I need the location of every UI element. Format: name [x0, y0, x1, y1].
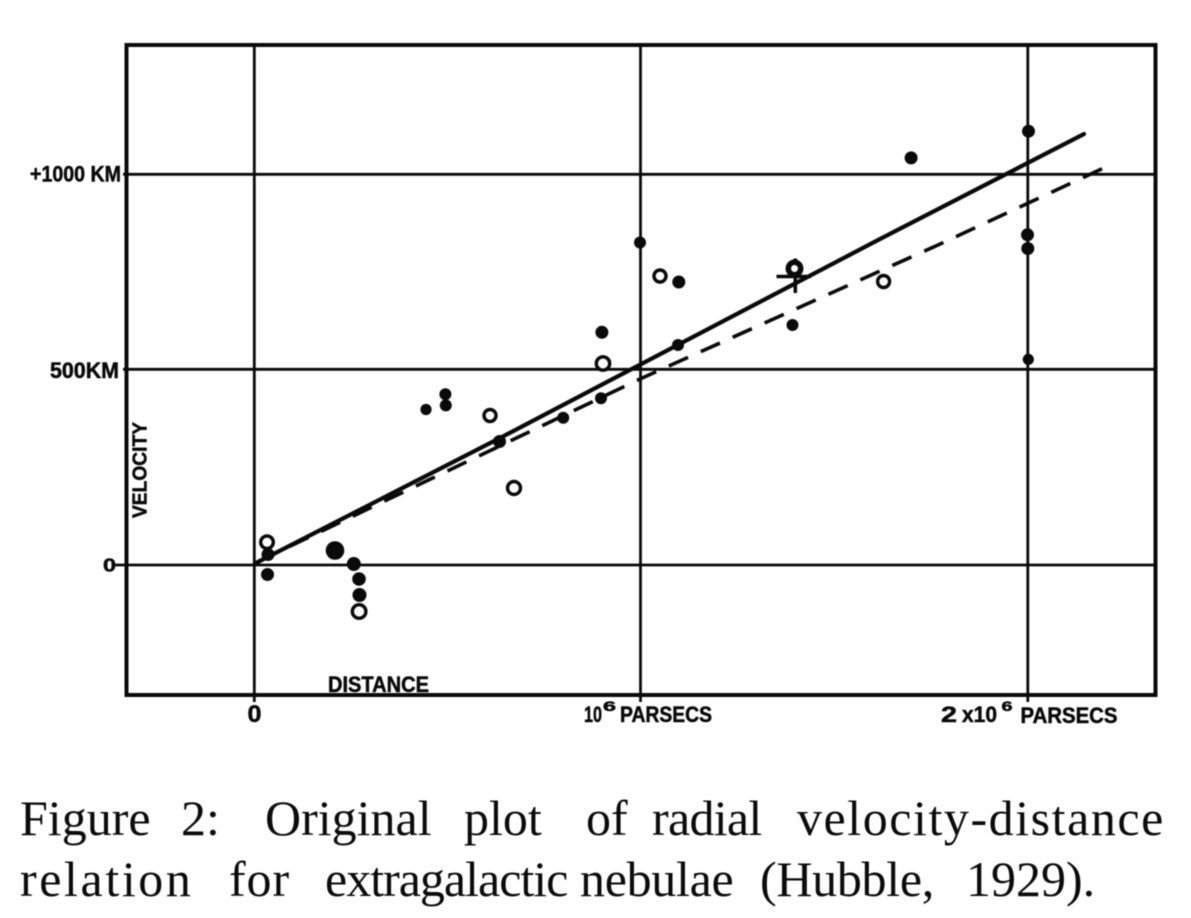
svg-text:10: 10 — [584, 702, 602, 727]
svg-text:VELOCITY: VELOCITY — [130, 421, 152, 518]
svg-text:6: 6 — [1002, 698, 1013, 714]
svg-text:+1000 KM: +1000 KM — [30, 162, 121, 187]
svg-text:x10: x10 — [962, 702, 997, 727]
svg-text:0: 0 — [248, 701, 262, 728]
svg-text:PARSECS: PARSECS — [620, 702, 712, 727]
svg-text:PARSECS: PARSECS — [1021, 703, 1118, 728]
svg-text:6: 6 — [603, 698, 616, 714]
svg-text:DISTANCE: DISTANCE — [328, 672, 429, 697]
svg-text:500KM: 500KM — [50, 358, 119, 383]
svg-text:2: 2 — [941, 702, 957, 727]
svg-text:0: 0 — [103, 556, 116, 576]
